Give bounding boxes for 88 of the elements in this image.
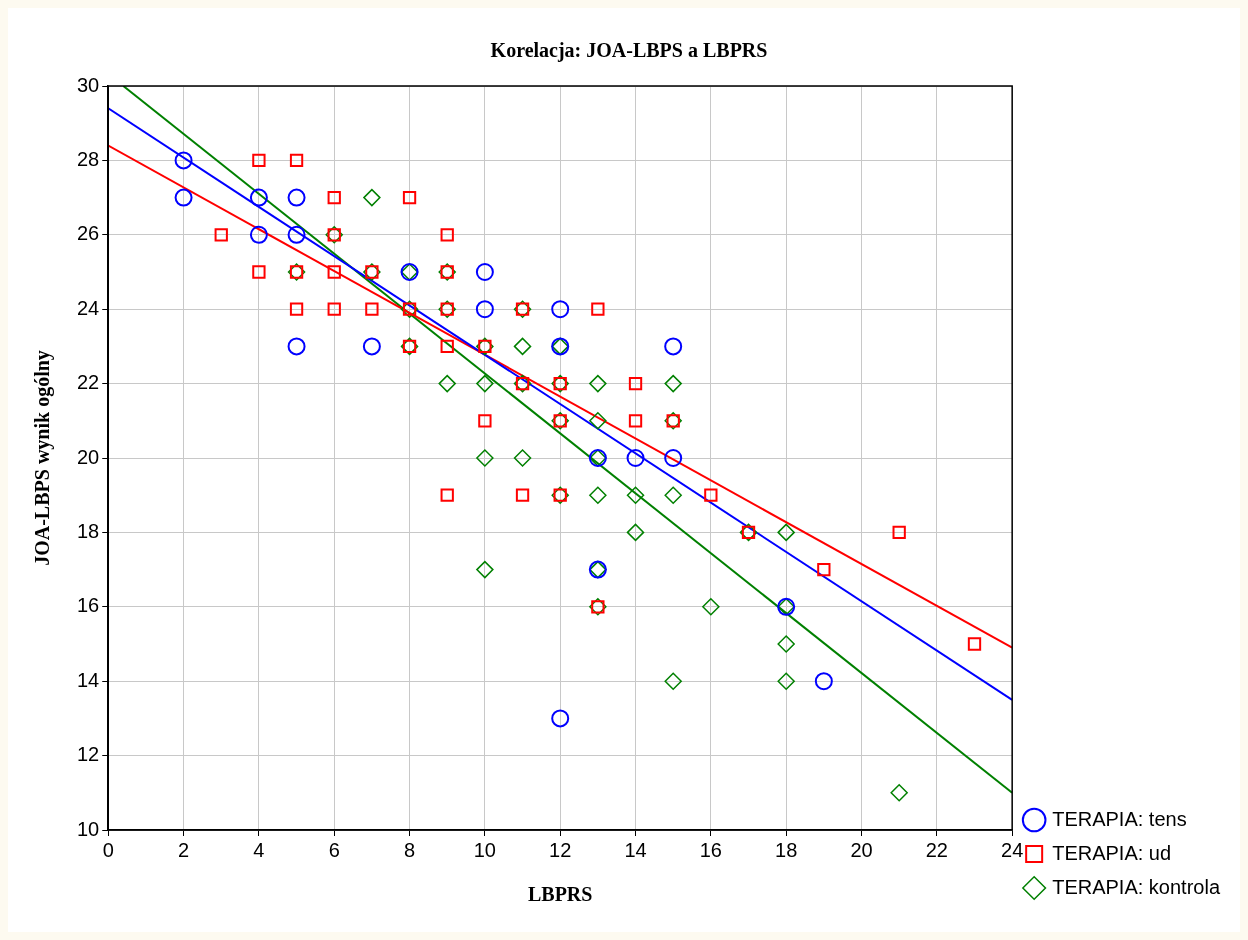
x-tick-label: 0 (102, 838, 114, 861)
point (589, 374, 607, 393)
point (440, 488, 454, 502)
point (664, 672, 682, 690)
point (440, 228, 454, 242)
x-tick-label: 8 (403, 838, 416, 861)
point (628, 376, 643, 391)
point (478, 414, 492, 428)
point (249, 188, 268, 207)
y-tick-label: 10 (77, 817, 100, 840)
x-tick-label: 4 (253, 838, 265, 861)
point (589, 486, 607, 504)
y-tick-label: 14 (77, 668, 100, 691)
point (967, 637, 982, 651)
point (402, 190, 417, 205)
y-tick-label: 28 (77, 147, 100, 170)
y-tick-label: 16 (77, 594, 100, 617)
legend-label: TERAPIA: tens (1052, 807, 1187, 830)
point (626, 523, 645, 542)
y-tick-label: 30 (77, 73, 100, 96)
point (174, 188, 193, 207)
x-tick-label: 16 (699, 838, 722, 861)
point (476, 374, 494, 393)
point (440, 339, 454, 354)
point (551, 709, 570, 728)
y-tick-label: 12 (77, 743, 100, 766)
point (287, 225, 306, 244)
point (174, 151, 193, 170)
x-tick-label: 10 (473, 838, 496, 861)
y-tick-label: 24 (77, 296, 100, 319)
x-tick-label: 2 (178, 838, 190, 861)
point (327, 190, 341, 205)
point (626, 486, 645, 504)
point (892, 525, 906, 540)
point (289, 153, 304, 168)
point (252, 265, 266, 279)
point (327, 265, 341, 279)
point (551, 300, 570, 319)
x-tick-label: 24 (1001, 838, 1024, 861)
x-tick-label: 18 (775, 838, 798, 861)
x-tick-label: 6 (328, 838, 340, 861)
point (664, 374, 682, 393)
point (475, 300, 494, 319)
chart-title: Korelacja: JOA-LBPS a LBPRS (490, 39, 768, 63)
point (289, 302, 304, 316)
point (817, 562, 831, 577)
point (475, 263, 494, 281)
x-axis-title: LBPRS (527, 883, 593, 906)
point (704, 488, 718, 502)
point (513, 449, 532, 467)
x-tick-label: 20 (850, 838, 873, 861)
point (814, 672, 833, 691)
x-tick-label: 12 (549, 838, 572, 861)
point (249, 225, 268, 244)
point (664, 337, 683, 356)
point (363, 188, 381, 207)
legend-label: TERAPIA: ud (1052, 841, 1172, 864)
x-tick-label: 22 (925, 838, 948, 861)
y-tick-label: 26 (77, 222, 100, 245)
point (628, 414, 643, 428)
y-axis-title: JOA-LBPS wynik ogólny (31, 350, 55, 566)
point (777, 523, 795, 542)
y-tick-label: 18 (77, 519, 100, 542)
point (664, 449, 683, 467)
point (591, 302, 605, 316)
y-tick-label: 22 (77, 371, 100, 394)
point (777, 635, 795, 653)
point (626, 449, 645, 467)
point (513, 337, 532, 356)
point (777, 672, 795, 690)
point (476, 560, 494, 579)
point (515, 488, 530, 502)
point (664, 486, 682, 504)
point (327, 302, 341, 316)
legend-label: TERAPIA: kontrola (1052, 875, 1221, 898)
point (476, 449, 494, 467)
point (890, 784, 908, 802)
point (702, 598, 720, 616)
point (362, 337, 381, 356)
point (365, 302, 379, 316)
x-tick-label: 14 (624, 838, 647, 861)
point (252, 153, 266, 168)
point (287, 188, 306, 207)
point (287, 337, 306, 356)
y-tick-label: 20 (77, 445, 100, 468)
point (214, 228, 228, 242)
point (438, 374, 456, 393)
point (589, 412, 607, 430)
